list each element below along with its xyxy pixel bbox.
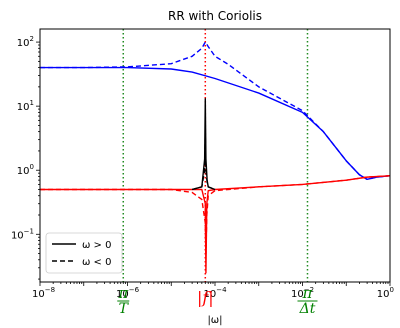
legend-label-1: ω < 0 (82, 257, 111, 268)
y-tick-label: 102 (17, 35, 34, 49)
vline-label-1: |f| (197, 288, 214, 307)
x-tick-label: 10−6 (116, 286, 140, 300)
x-axis-label: |ω| (207, 315, 222, 326)
y-tick-label: 101 (17, 99, 34, 113)
vline-label-numerator-2: π (302, 284, 314, 302)
vline-label-denominator-0: T (119, 301, 130, 317)
y-tick-label: 100 (17, 163, 34, 177)
x-tick-label: 100 (377, 286, 394, 300)
legend-label-0: ω > 0 (82, 240, 111, 251)
chart-title: RR with Coriolis (168, 9, 262, 23)
x-tick-label: 10−8 (32, 286, 55, 300)
y-tick-label: 10−1 (11, 227, 34, 241)
vline-label-numerator-0: π (117, 284, 129, 302)
x-tick-label: 10−2 (291, 286, 314, 300)
legend: ω > 0 ω < 0 (45, 232, 123, 274)
series-line-0 (40, 66, 391, 181)
legend-box (45, 232, 123, 274)
vline-label-denominator-2: Δt (299, 301, 316, 317)
x-tick-label: 10−4 (203, 286, 227, 300)
series-line-4 (191, 98, 216, 191)
series-line-3 (40, 175, 391, 255)
series-line-5 (191, 130, 216, 191)
series-line-1 (40, 41, 391, 181)
